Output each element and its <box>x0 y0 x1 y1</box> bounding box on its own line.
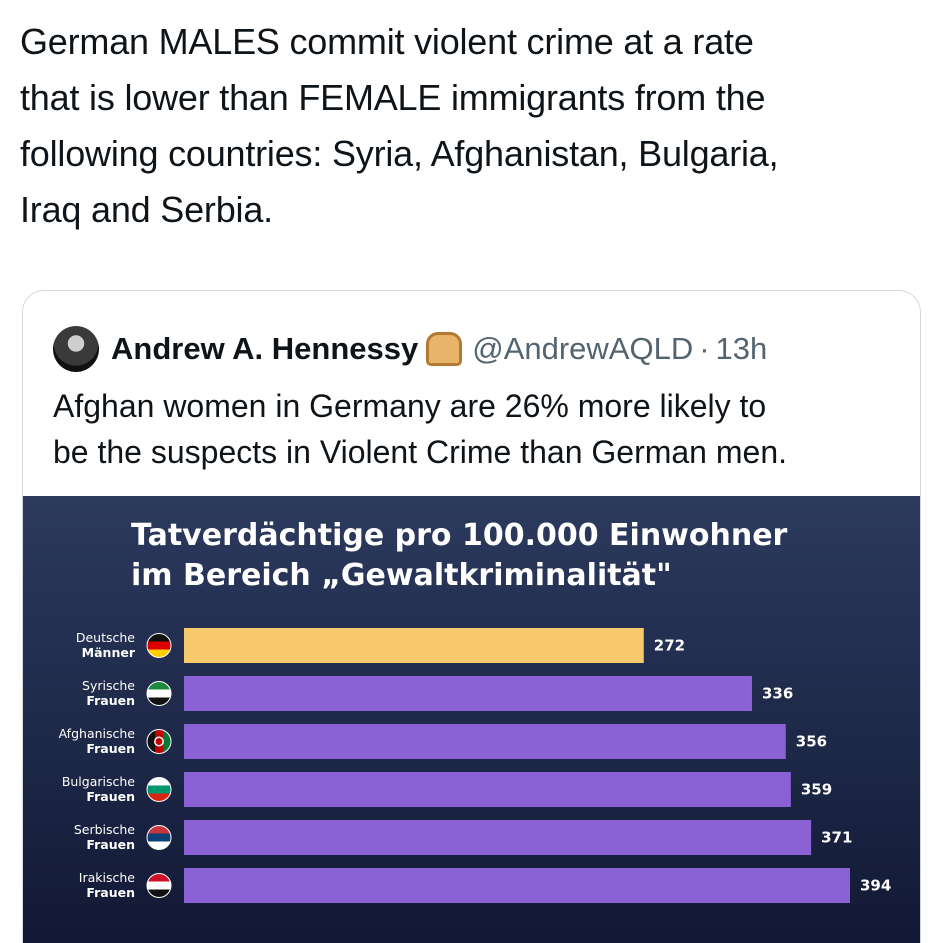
category-label: Frauen <box>86 789 135 804</box>
chart-title-line: Tatverdächtige pro 100.000 Einwohner <box>131 518 788 553</box>
bar-value-label: 272 <box>654 637 685 655</box>
bulgaria-flag-icon <box>146 777 172 802</box>
category-label: Serbische <box>74 822 135 837</box>
chart-title-line: im Bereich „Gewaltkriminalität" <box>131 558 672 593</box>
separator-dot: · <box>699 331 710 366</box>
germany-flag-icon <box>146 633 172 658</box>
chart-bar <box>184 676 752 711</box>
author-handle[interactable]: @AndrewAQLD <box>472 331 694 366</box>
bar-value-label: 371 <box>821 829 852 847</box>
quoted-tweet-card[interactable]: Andrew A. Hennessy @AndrewAQLD · 13h Afg… <box>22 290 921 943</box>
chart-bar <box>184 628 644 663</box>
chart-title: Tatverdächtige pro 100.000 Einwohner im … <box>131 516 787 596</box>
category-label: Männer <box>82 645 136 660</box>
category-label: Afghanische <box>59 726 136 741</box>
category-label: Irakische <box>79 870 136 885</box>
chart-bar <box>184 724 786 759</box>
quoted-tweet-text: Afghan women in Germany are 26% more lik… <box>53 383 903 475</box>
bread-icon <box>426 332 463 366</box>
bar-chart: 272DeutscheMänner336SyrischeFrauen356Afg… <box>59 628 891 903</box>
category-label: Bulgarische <box>62 774 135 789</box>
chart-bar <box>184 772 791 807</box>
serbia-flag-icon <box>146 825 172 850</box>
tweet-text-line: Iraq and Serbia. <box>20 189 273 230</box>
avatar[interactable] <box>53 326 99 372</box>
category-label: Frauen <box>86 693 135 708</box>
category-label: Frauen <box>86 741 135 756</box>
tweet-text: German MALES commit violent crime at a r… <box>20 14 920 238</box>
chart-image[interactable]: Tatverdächtige pro 100.000 Einwohner im … <box>23 496 920 943</box>
tweet-text-line: German MALES commit violent crime at a r… <box>20 21 754 62</box>
quoted-tweet-text-line: Afghan women in Germany are 26% more lik… <box>53 388 767 424</box>
quoted-tweet-text-line: be the suspects in Violent Crime than Ge… <box>53 434 787 470</box>
category-label: Frauen <box>86 837 135 852</box>
syria-flag-icon <box>146 681 172 706</box>
tweet-text-line: that is lower than FEMALE immigrants fro… <box>20 77 766 118</box>
bar-value-label: 356 <box>796 733 827 751</box>
chart-bar <box>184 868 850 903</box>
chart-bar <box>184 820 812 855</box>
iraq-flag-icon <box>146 873 172 898</box>
category-label: Deutsche <box>76 630 135 645</box>
tweet-text-line: following countries: Syria, Afghanistan,… <box>20 133 779 174</box>
category-label: Frauen <box>86 885 135 900</box>
bar-value-label: 394 <box>860 877 891 895</box>
bar-value-label: 359 <box>801 781 832 799</box>
bar-value-label: 336 <box>762 685 793 703</box>
timestamp[interactable]: 13h <box>715 331 768 366</box>
afghanistan-flag-icon <box>146 729 172 754</box>
category-label: Syrische <box>82 678 135 693</box>
author-name[interactable]: Andrew A. Hennessy <box>111 331 419 366</box>
quoted-tweet-header: Andrew A. Hennessy @AndrewAQLD · 13h <box>53 326 768 372</box>
